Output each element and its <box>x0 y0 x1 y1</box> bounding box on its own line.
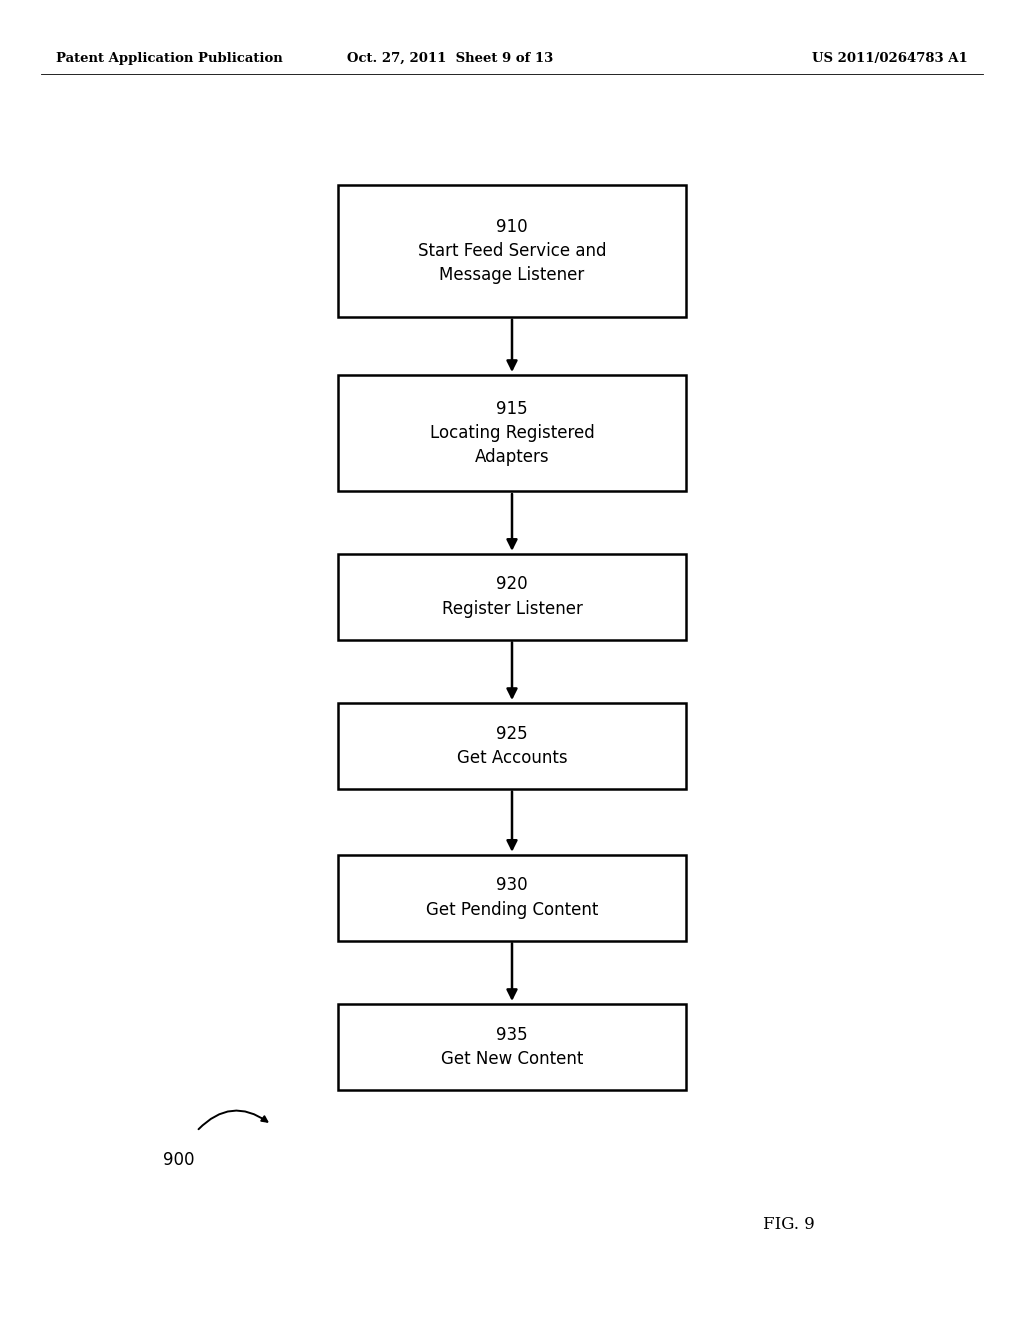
Text: 935
Get New Content: 935 Get New Content <box>440 1026 584 1068</box>
FancyBboxPatch shape <box>338 185 686 317</box>
Text: FIG. 9: FIG. 9 <box>763 1217 814 1233</box>
Text: 900: 900 <box>164 1151 195 1170</box>
Text: 910
Start Feed Service and
Message Listener: 910 Start Feed Service and Message Liste… <box>418 218 606 284</box>
Text: 925
Get Accounts: 925 Get Accounts <box>457 725 567 767</box>
FancyBboxPatch shape <box>338 1003 686 1090</box>
FancyBboxPatch shape <box>338 855 686 940</box>
FancyBboxPatch shape <box>338 704 686 789</box>
Text: 920
Register Listener: 920 Register Listener <box>441 576 583 618</box>
Text: 930
Get Pending Content: 930 Get Pending Content <box>426 876 598 919</box>
Text: Patent Application Publication: Patent Application Publication <box>56 51 283 65</box>
Text: US 2011/0264783 A1: US 2011/0264783 A1 <box>812 51 968 65</box>
FancyBboxPatch shape <box>338 375 686 491</box>
Text: Oct. 27, 2011  Sheet 9 of 13: Oct. 27, 2011 Sheet 9 of 13 <box>347 51 554 65</box>
FancyBboxPatch shape <box>338 554 686 639</box>
Text: 915
Locating Registered
Adapters: 915 Locating Registered Adapters <box>430 400 594 466</box>
